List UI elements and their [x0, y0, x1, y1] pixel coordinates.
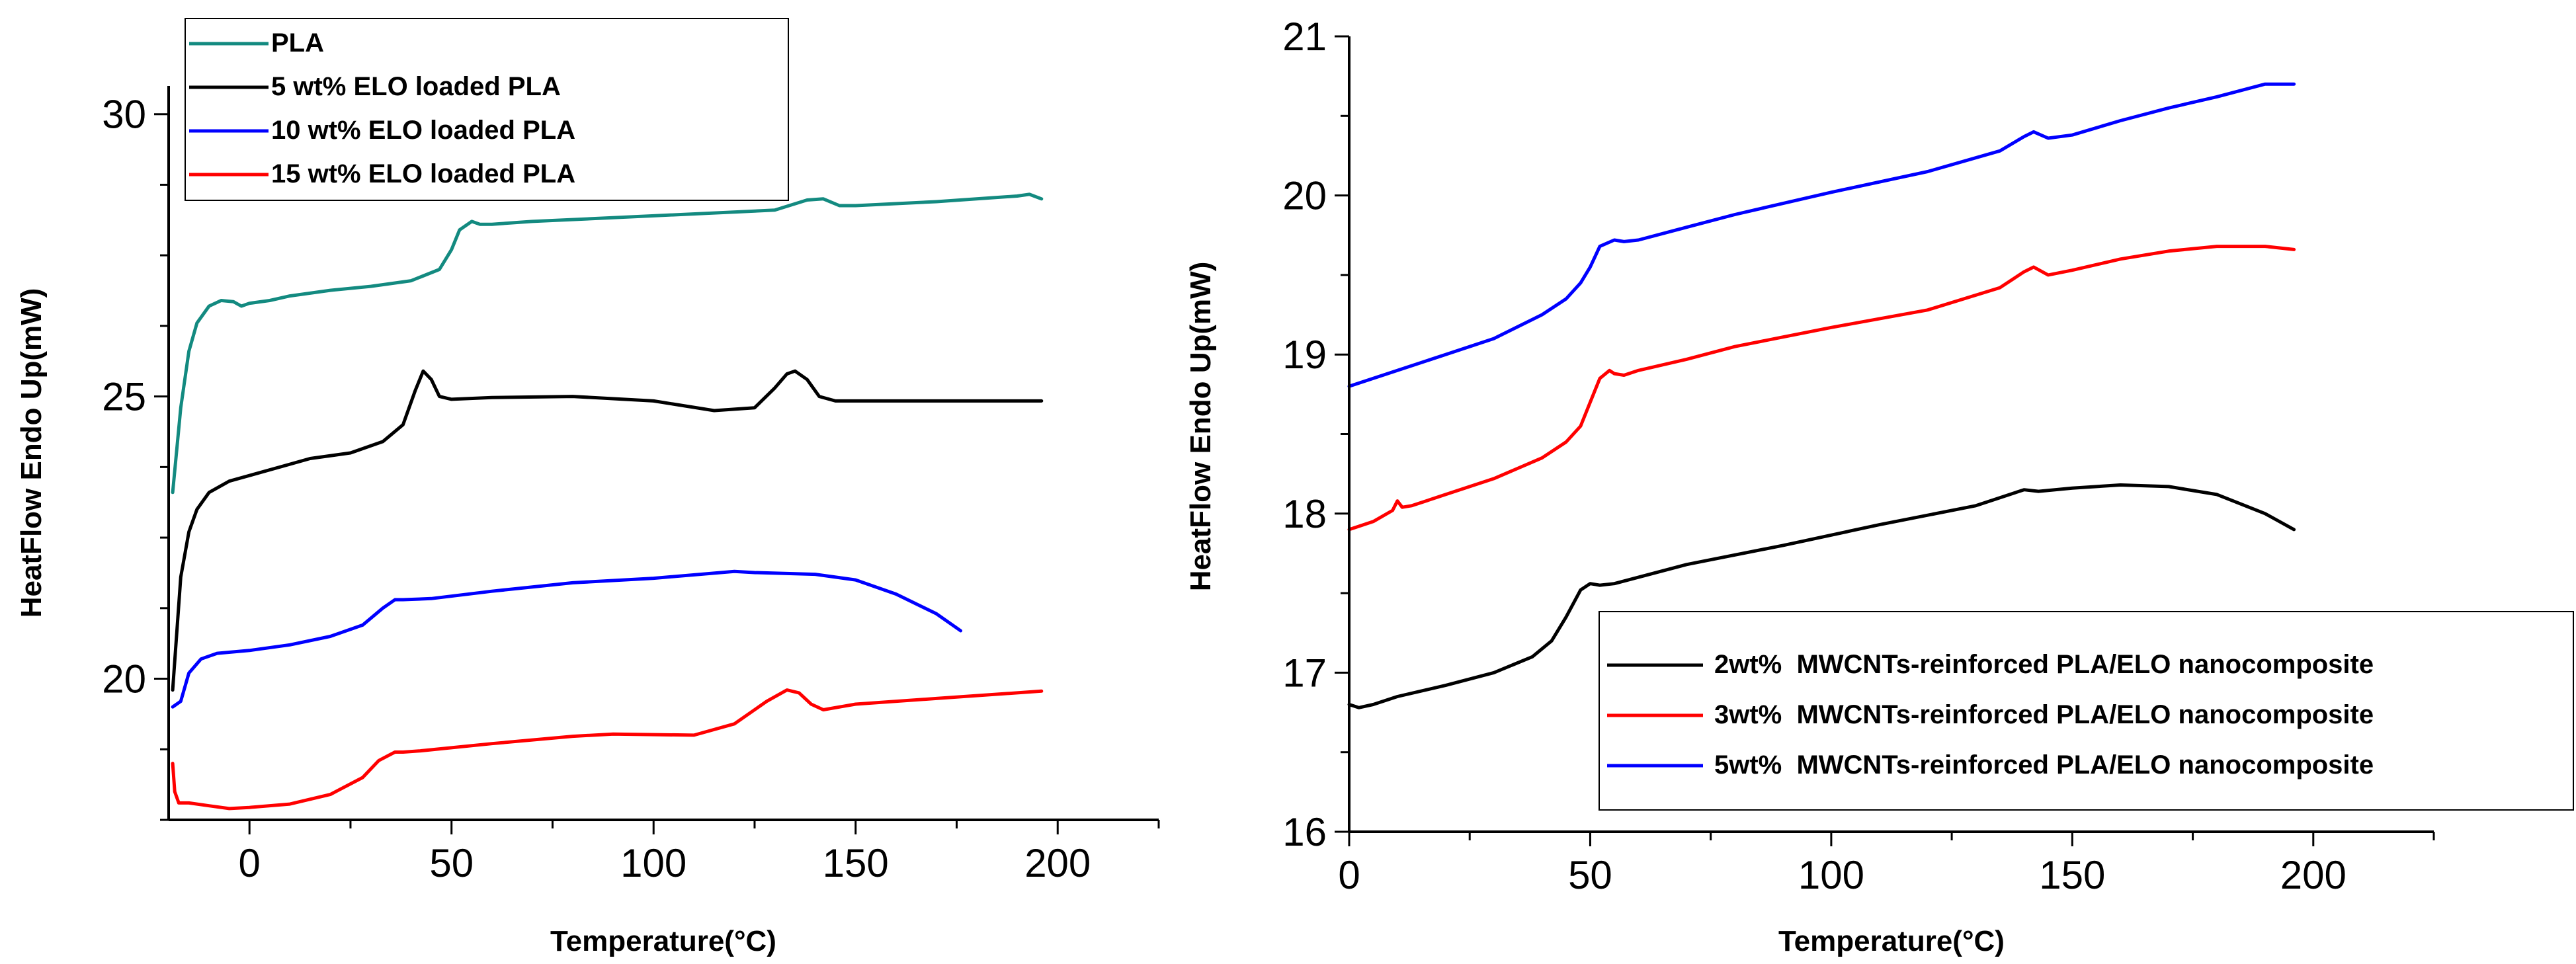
x-tick-label: 200 [2280, 853, 2347, 897]
x-tick-label: 50 [1568, 853, 1612, 897]
y-tick-label: 30 [102, 93, 146, 137]
x-tick-label: 100 [1798, 853, 1864, 897]
left-series-layer [171, 192, 1044, 811]
x-tick-label: 150 [823, 841, 889, 885]
series-line [171, 569, 963, 709]
legend-label: 10 wt% ELO loaded PLA [271, 116, 575, 145]
right-y-axis-label: HeatFlow Endo Up(mW) [1184, 262, 1217, 592]
legend-label: 3wt% MWCNTs-reinforced PLA/ELO nanocompo… [1714, 700, 2374, 729]
series-line [171, 192, 1044, 495]
left-legend-box [185, 18, 789, 201]
left-chart: 0 50 100 150 200 20 25 30 Temperature(°C) HeatF… [15, 18, 1160, 957]
x-tick-label: 0 [1338, 853, 1360, 897]
right-legend-box [1599, 611, 2574, 811]
right-chart: 0 50 100 150 200 16 17 18 19 20 21 Temperature(°C)… [1184, 15, 2574, 957]
left-y-axis-label: HeatFlow Endo Up(mW) [15, 288, 48, 618]
series-line [1347, 245, 2296, 532]
y-tick-label: 20 [1282, 174, 1327, 218]
x-tick-label: 100 [620, 841, 686, 885]
y-tick-label: 16 [1282, 810, 1327, 854]
legend-label: 5wt% MWCNTs-reinforced PLA/ELO nanocompo… [1714, 750, 2374, 780]
left-ticks-layer: 0 50 100 150 200 20 25 30 [102, 93, 1160, 885]
right-ticks-layer: 0 50 100 150 200 16 17 18 19 20 21 [1282, 15, 2435, 897]
right-series-layer [1347, 82, 2296, 709]
right-legend-entries: 2wt% MWCNTs-reinforced PLA/ELO nanocompo… [1607, 650, 2374, 780]
left-x-axis-label: Temperature(°C) [550, 925, 776, 957]
legend-label: 5 wt% ELO loaded PLA [271, 72, 561, 101]
left-legend-entries: PLA 5 wt% ELO loaded PLA 10 wt% ELO loaded… [189, 28, 575, 188]
y-tick-label: 17 [1282, 651, 1327, 695]
x-tick-label: 50 [429, 841, 474, 885]
legend-label: 15 wt% ELO loaded PLA [271, 159, 575, 188]
series-line [1347, 82, 2296, 388]
y-tick-label: 18 [1282, 492, 1327, 536]
series-line [171, 369, 1044, 692]
y-tick-label: 20 [102, 657, 146, 702]
series-line [1347, 483, 2296, 709]
x-tick-label: 150 [2039, 853, 2105, 897]
x-tick-label: 200 [1024, 841, 1091, 885]
y-tick-label: 25 [102, 375, 146, 419]
legend-label: PLA [271, 28, 324, 58]
y-tick-label: 21 [1282, 15, 1327, 59]
series-line [171, 688, 1044, 811]
y-tick-label: 19 [1282, 333, 1327, 377]
right-legend: 2wt% MWCNTs-reinforced PLA/ELO nanocompo… [1599, 611, 2574, 811]
right-x-axis-label: Temperature(°C) [1778, 925, 2005, 957]
x-tick-label: 0 [239, 841, 261, 885]
legend-label: 2wt% MWCNTs-reinforced PLA/ELO nanocompo… [1714, 650, 2374, 679]
left-legend: PLA 5 wt% ELO loaded PLA 10 wt% ELO loaded… [185, 18, 789, 201]
